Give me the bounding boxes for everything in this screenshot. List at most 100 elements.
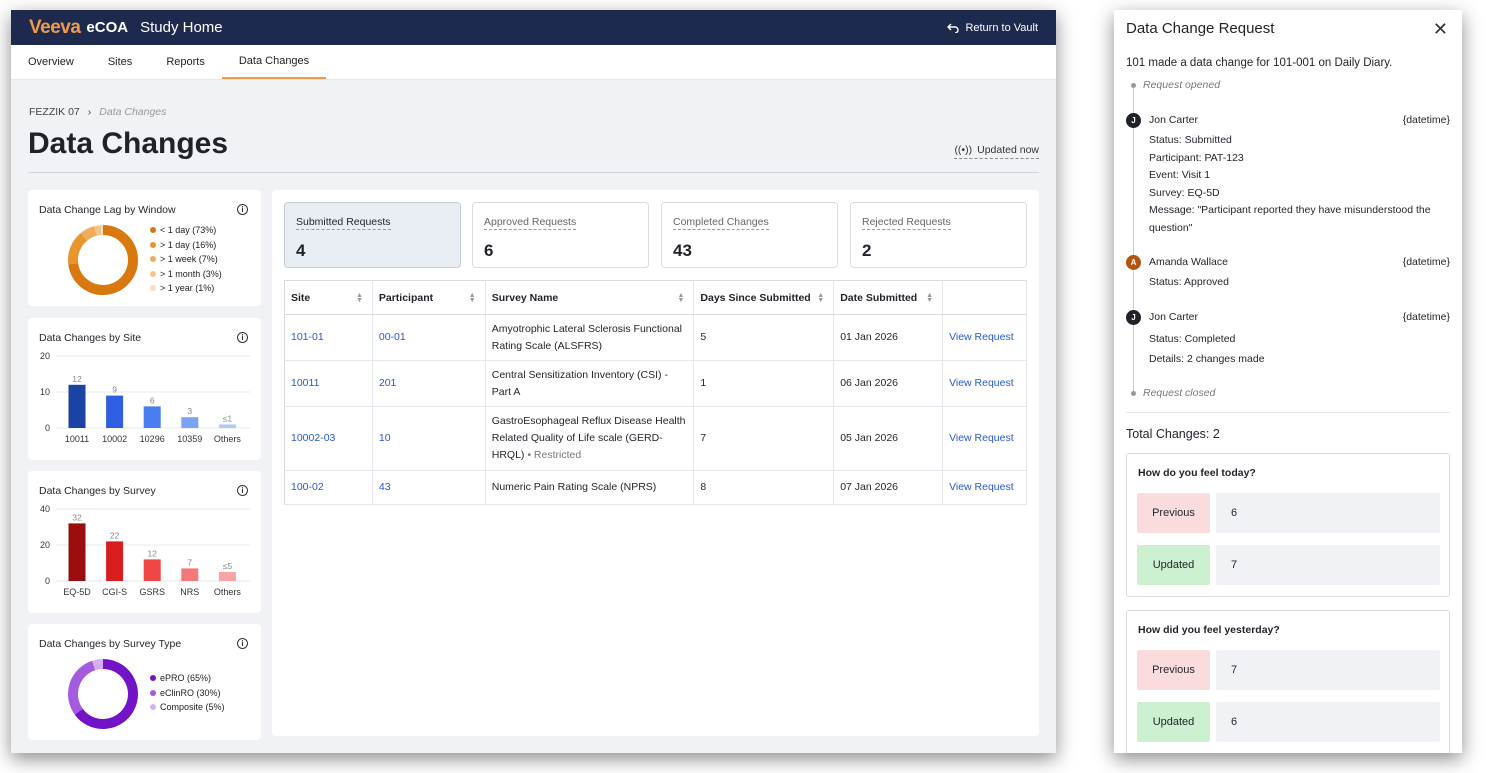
event-details: Status: Approved [1149, 274, 1449, 292]
info-icon[interactable]: i [237, 332, 248, 343]
legend-swatch [150, 227, 156, 234]
x-tick-label: 10002 [102, 434, 127, 444]
bar [106, 395, 124, 428]
detail-key: Message: [1149, 204, 1195, 216]
column-header-survey-name[interactable]: Survey Name ▲ ▼ [485, 280, 695, 315]
info-icon[interactable]: i [237, 638, 248, 649]
request-opened-label: Request opened [1143, 79, 1221, 91]
donut-slice [68, 233, 88, 265]
stat-completed-changes[interactable]: Completed Changes 43 [661, 202, 838, 268]
participant-link[interactable]: 43 [378, 481, 391, 493]
survey-name-cell: Numeric Pain Rating Scale (NPRS) [485, 470, 695, 505]
view-request-link[interactable]: View Request [949, 481, 1014, 493]
request-closed-label: Request closed [1143, 387, 1216, 399]
bar-value-label: 22 [110, 530, 120, 540]
site-card: Data Changes by Site i 0 10 20 12 10011 9 1000… [28, 318, 261, 460]
site-link[interactable]: 10011 [291, 377, 320, 389]
days-cell: 7 [693, 406, 835, 471]
requests-panel: Submitted Requests 4 Approved Requests 6… [272, 190, 1039, 736]
participant-link[interactable]: 10 [378, 432, 391, 444]
divider [1126, 412, 1450, 413]
timeline-dot [1131, 83, 1136, 88]
info-icon[interactable]: i [237, 485, 248, 496]
x-tick-label: Others [214, 434, 242, 444]
sort-icon: ▲ ▼ [926, 292, 934, 304]
donut-slice [92, 659, 104, 671]
bar [181, 568, 199, 581]
view-request-link[interactable]: View Request [949, 377, 1014, 389]
bar-value-label: 12 [72, 374, 82, 384]
bar [68, 384, 86, 428]
nav-tabs: Overview Sites Reports Data Changes [11, 45, 1056, 80]
tab-overview[interactable]: Overview [28, 56, 74, 68]
info-icon[interactable]: i [237, 204, 248, 215]
x-tick-label: CGI-S [102, 587, 127, 597]
previous-badge: Previous [1137, 493, 1210, 533]
tab-sites[interactable]: Sites [107, 56, 133, 68]
breadcrumb-study[interactable]: FEZZIK 07 [29, 106, 80, 118]
donut-slice [68, 225, 138, 295]
donut-slice [94, 225, 102, 236]
column-header-site[interactable]: Site ▲ ▼ [284, 280, 373, 315]
column-header-days-since-submitted[interactable]: Days Since Submitted ▲ ▼ [693, 280, 835, 315]
participant-link[interactable]: 00-01 [378, 331, 406, 343]
x-tick-label: 10011 [65, 434, 89, 444]
detail-value: "Participant reported they have misunder… [1149, 204, 1431, 234]
legend-label: eClinRO (30%) [160, 687, 221, 698]
updated-label: Updated now [977, 144, 1039, 156]
card-title: Data Changes by Survey [39, 485, 156, 497]
legend-item: > 1 month (3%) [150, 267, 222, 282]
participant-link[interactable]: 201 [378, 377, 397, 389]
return-to-vault-button[interactable]: Return to Vault [947, 22, 1038, 34]
y-tick-label: 0 [45, 423, 50, 433]
y-tick-label: 40 [40, 504, 50, 514]
x-tick-label: 10296 [140, 434, 165, 444]
view-request-link[interactable]: View Request [949, 331, 1014, 343]
detail-key: Event: [1149, 169, 1179, 181]
close-icon[interactable]: ✕ [1432, 19, 1448, 39]
stat-rejected-requests[interactable]: Rejected Requests 2 [850, 202, 1027, 268]
legend-item: > 1 day (16%) [150, 238, 222, 253]
tab-data-changes[interactable]: Data Changes [221, 45, 327, 79]
event-datetime: {datetime} [1402, 311, 1450, 323]
veeva-logo: Veeva [29, 16, 81, 38]
site-link[interactable]: 10002-03 [291, 432, 336, 444]
site-link[interactable]: 101-01 [291, 331, 324, 343]
stat-submitted-requests[interactable]: Submitted Requests 4 [284, 202, 461, 268]
timeline-dot [1131, 391, 1136, 396]
x-tick-label: 10359 [177, 434, 202, 444]
request-summary: 101 made a data change for 101-001 on Da… [1126, 57, 1393, 69]
detail-key: Survey: [1149, 186, 1185, 199]
stat-value: 2 [862, 241, 872, 260]
table-row: 10002-03 10 GastroEsophageal Reflux Dise… [284, 406, 1027, 471]
days-cell: 1 [693, 360, 835, 407]
survey-name-cell: Central Sensitization Inventory (CSI) - … [485, 360, 695, 407]
lag-legend: < 1 day (73%) > 1 day (16%) > 1 week (7%) >… [150, 223, 222, 296]
event-user-name: Jon Carter [1149, 311, 1199, 323]
lag-donut-chart [68, 225, 138, 295]
detail-key: Participant: [1149, 151, 1202, 164]
survey-type-legend: ePRO (65%) eClinRO (30%) Composite (5%) [150, 671, 225, 715]
tab-reports[interactable]: Reports [166, 56, 205, 68]
column-header-date-submitted[interactable]: Date Submitted ▲ ▼ [833, 280, 944, 315]
bar-value-label: 32 [72, 512, 82, 522]
site-link[interactable]: 100-02 [291, 481, 324, 493]
legend-label: > 1 month (3%) [160, 268, 222, 279]
survey-card: Data Changes by Survey i 0 20 40 32 EQ-5D 22 C… [28, 471, 261, 613]
donut-slice [68, 660, 96, 715]
survey-bar-chart: 0 20 40 32 EQ-5D 22 CGI-S 12 GSRS 7 NRS ≤5 Others [40, 504, 250, 597]
bar [143, 559, 161, 581]
view-request-link[interactable]: View Request [949, 432, 1014, 444]
top-bar: Veeva eCOA Study Home Return to Vault [11, 10, 1056, 45]
return-arrow-icon [947, 23, 960, 33]
stat-approved-requests[interactable]: Approved Requests 6 [472, 202, 649, 268]
bar-value-label: 12 [147, 548, 157, 558]
lag-card: Data Change Lag by Window i < 1 day (73%… [28, 190, 261, 306]
detail-value: EQ-5D [1187, 186, 1220, 199]
app-window: Veeva eCOA Study Home Return to Vault Ov… [11, 10, 1056, 753]
card-title: Data Changes by Site [39, 332, 142, 344]
legend-item: > 1 year (1%) [150, 281, 222, 296]
legend-label: ePRO (65%) [160, 673, 212, 684]
question-title: How did you feel yesterday? [1138, 624, 1280, 636]
column-header-participant[interactable]: Participant ▲ ▼ [372, 280, 486, 315]
